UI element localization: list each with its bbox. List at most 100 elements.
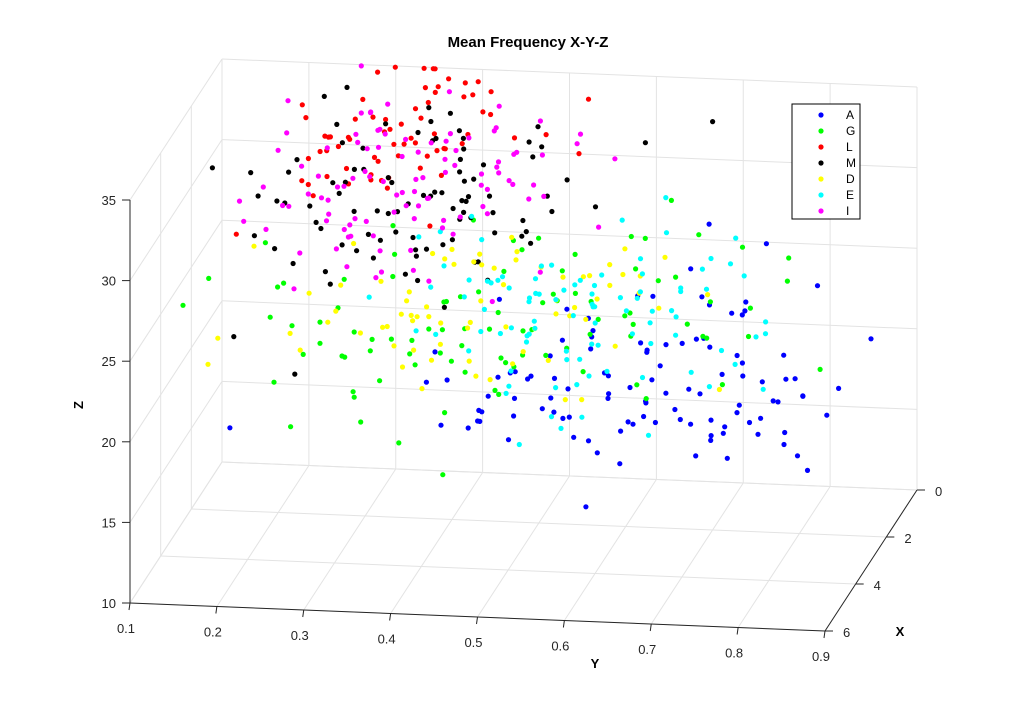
legend-label-D: D [846,172,855,186]
series-I [236,63,618,305]
data-point [413,253,419,259]
y-tick [128,602,131,611]
data-point [260,184,266,190]
data-point [419,386,425,392]
data-point [688,421,694,427]
data-point [291,286,297,292]
data-point [652,419,659,426]
data-point [583,316,589,322]
chart-title: Mean Frequency X-Y-Z [448,34,609,51]
data-point [526,196,532,202]
z-tick-label: 25 [102,354,116,369]
data-point [574,382,580,388]
data-point [720,430,726,436]
data-point [327,281,333,287]
data-point [341,276,347,282]
grid-line [129,461,223,604]
data-point [526,139,532,145]
data-point [475,79,481,85]
data-point [594,296,600,302]
data-point [370,233,376,239]
data-point [649,308,655,314]
z-tick-label: 10 [102,596,116,611]
data-point [321,93,327,99]
data-point [358,63,364,69]
data-point [595,316,601,322]
data-point [456,128,462,134]
data-point [699,294,705,300]
data-point [478,171,485,177]
data-point [344,84,350,90]
data-point [495,374,501,380]
data-point [607,262,613,268]
data-point [377,126,383,132]
series-A [227,221,874,510]
data-point [366,294,372,300]
data-point [577,277,583,283]
data-point [528,373,534,379]
data-point [358,419,364,425]
data-point [545,357,551,363]
data-point [442,169,448,175]
y-tick-label: 0.7 [638,642,656,657]
grid-line [129,58,223,201]
data-point [617,461,623,467]
data-point [350,389,356,395]
data-point [559,268,565,274]
data-point [339,353,345,359]
data-point [432,349,438,355]
data-point [498,355,504,361]
grid-line [129,139,223,281]
data-point [317,340,323,346]
data-point [450,205,456,212]
data-point [639,374,646,381]
data-point [596,224,602,230]
grid-line [563,479,657,621]
data-point [323,218,330,224]
x-axis-line [824,489,918,632]
data-point [448,358,454,364]
y-tick [389,613,392,621]
data-point [447,131,453,137]
grid-line [221,380,918,410]
data-point [478,182,484,188]
data-point [440,242,446,248]
data-point [560,274,566,280]
data-point [836,385,842,391]
data-point [391,343,397,349]
data-point [745,333,752,340]
data-point [589,341,595,347]
data-point [428,357,435,363]
data-point [477,251,483,257]
data-point [287,330,293,336]
data-point [375,158,381,164]
y-tick-label: 0.8 [725,646,743,661]
grid-line [221,219,918,249]
series-M [209,84,716,377]
data-point [370,114,376,120]
data-point [306,290,312,296]
data-point [324,173,330,180]
data-point [333,246,339,252]
data-point [707,344,713,350]
data-point [547,353,553,359]
data-point [417,165,423,171]
data-point [592,320,598,326]
data-point [466,358,472,364]
data-point [574,141,580,147]
x-tick-label: 6 [843,625,850,640]
data-point [619,217,625,223]
data-point [415,129,421,136]
data-point [297,250,303,256]
data-point [572,304,578,311]
data-point [350,175,356,181]
data-point [404,298,410,304]
data-point [591,282,598,289]
data-point [411,188,418,195]
data-point [215,335,221,341]
data-point [478,328,484,335]
data-point [523,229,529,235]
y-tick-label: 0.9 [812,649,830,664]
series-E [366,195,769,448]
